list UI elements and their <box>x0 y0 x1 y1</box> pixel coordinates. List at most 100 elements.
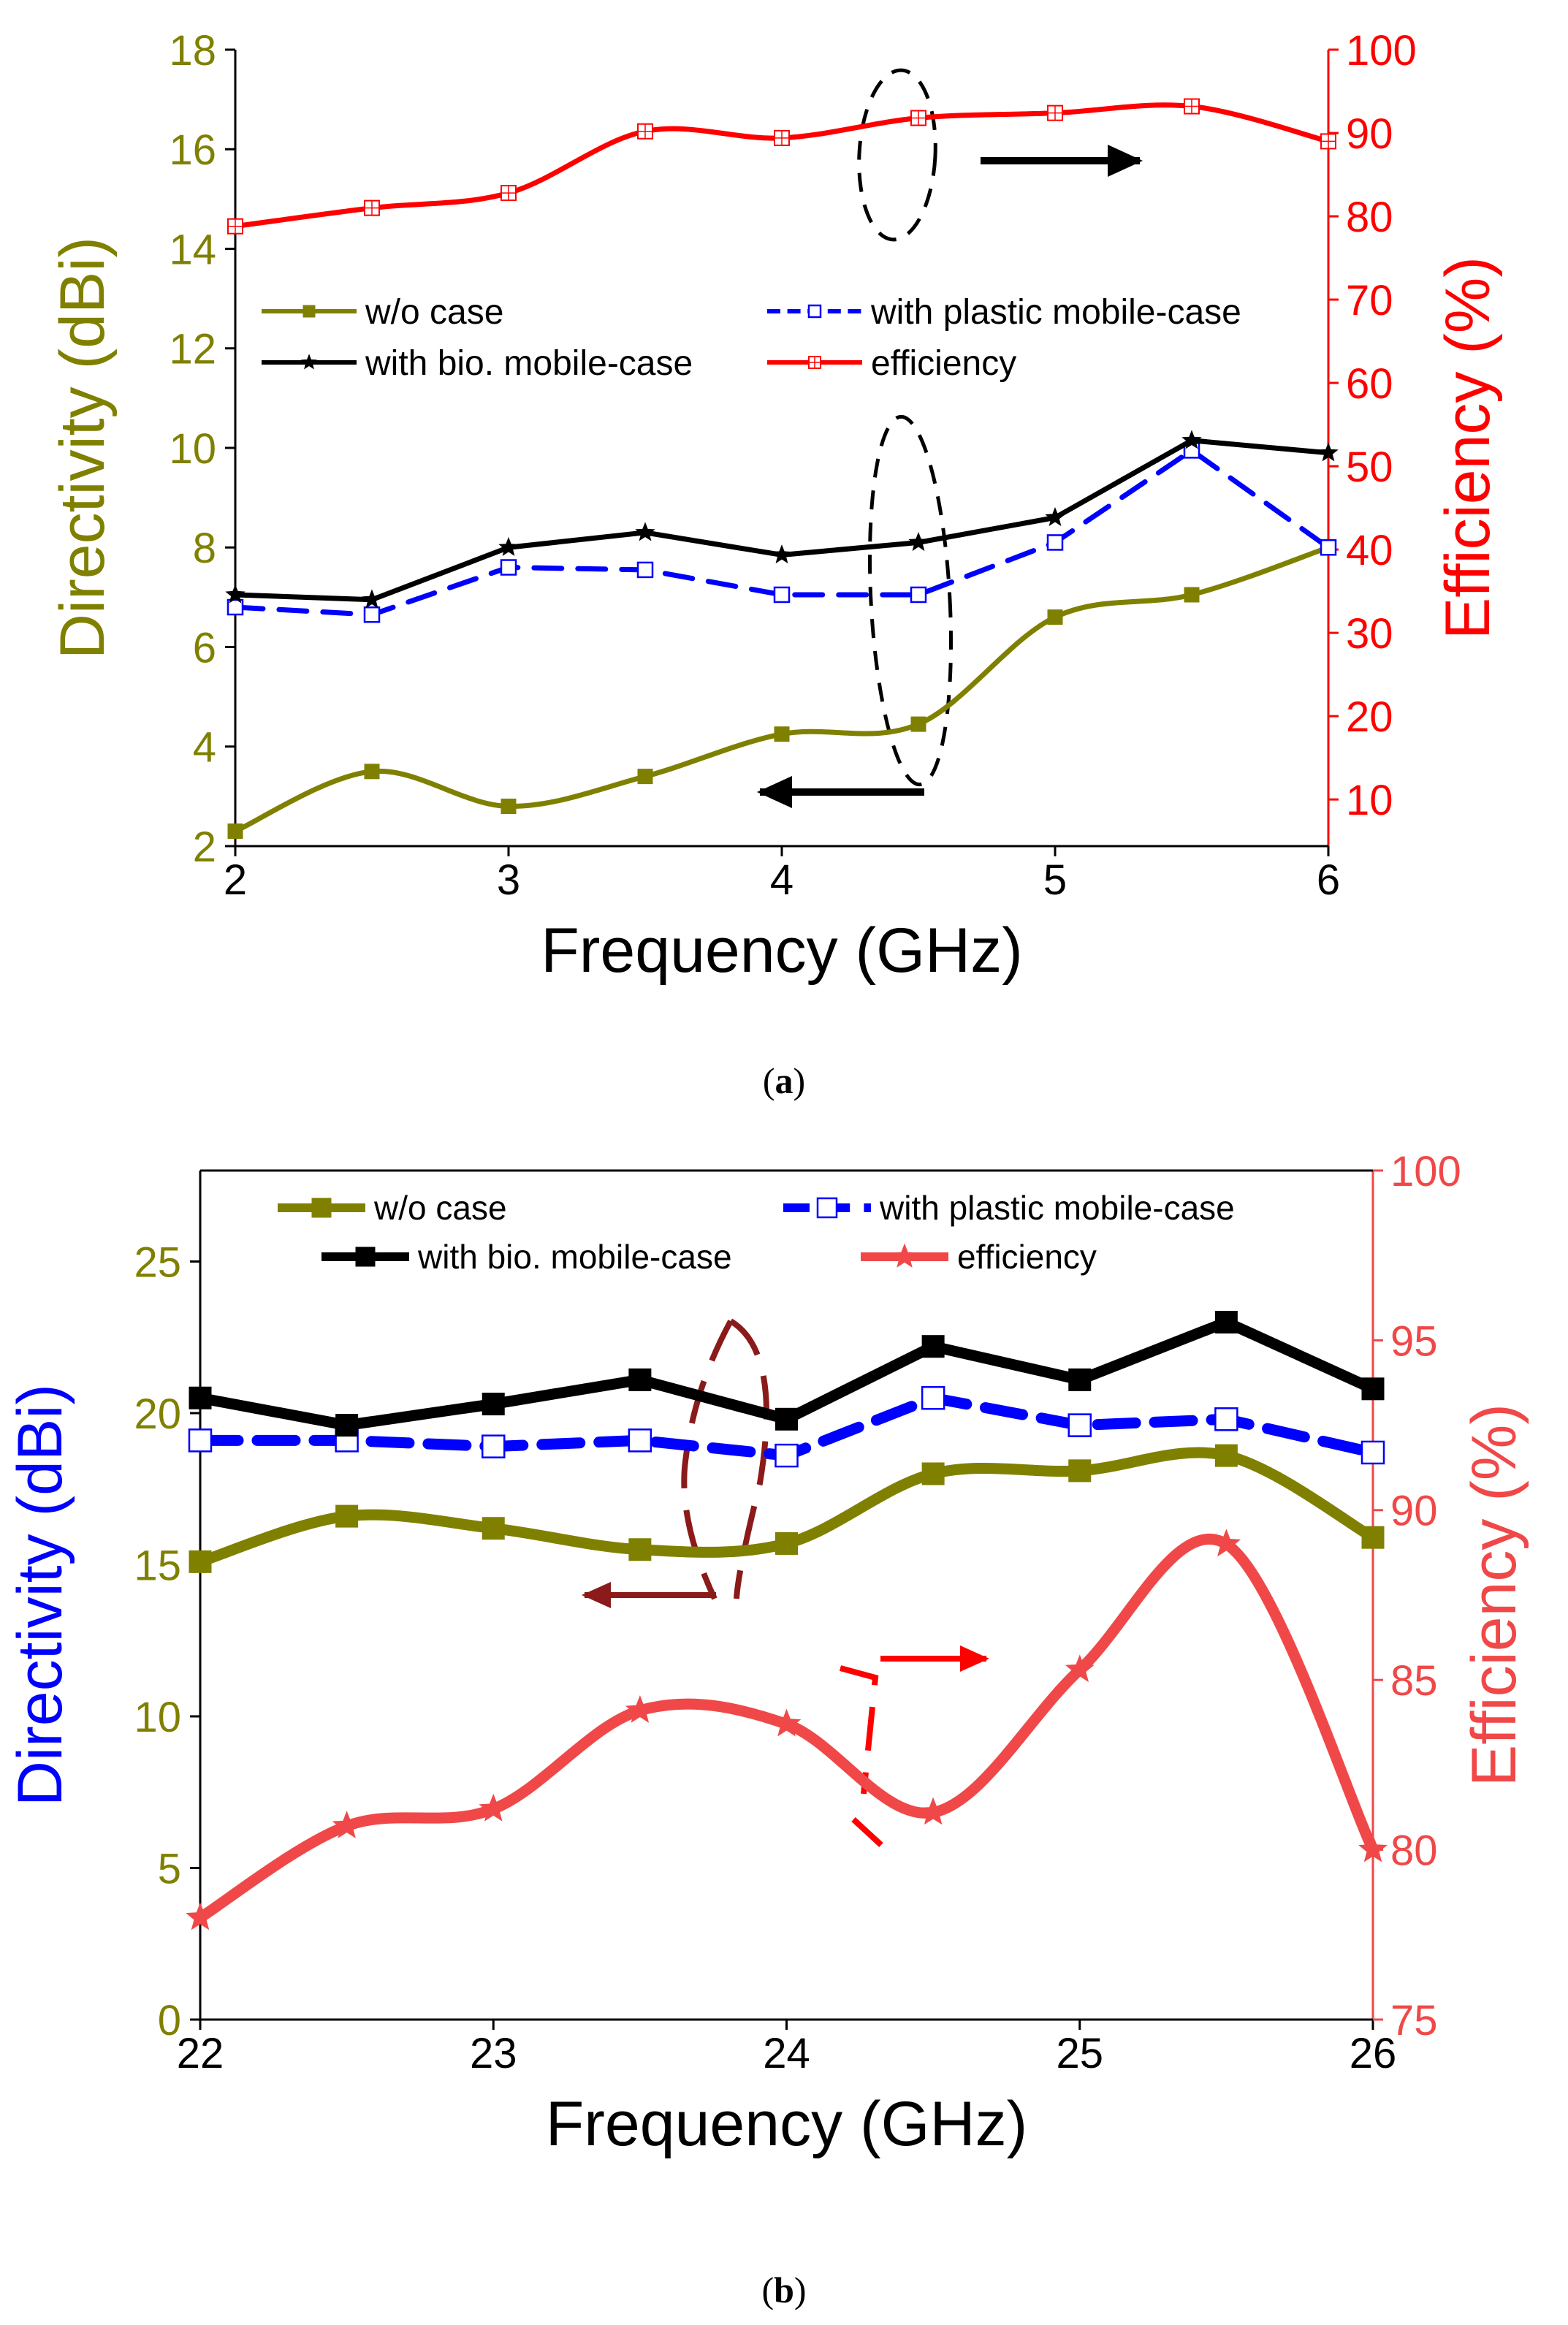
y-right-tick-label-40: 40 <box>1346 527 1393 574</box>
point-with-bio-mobile-case-26 <box>1361 1377 1385 1401</box>
point-w-o-case-24.5 <box>921 1462 945 1485</box>
y-left-tick-label-20: 20 <box>134 1390 181 1438</box>
point-w-o-case-22 <box>189 1550 212 1573</box>
legend-with-plastic-mobile-case-label: with plastic mobile-case <box>879 1189 1235 1227</box>
point-with-bio-mobile-case-2.5 <box>362 589 382 609</box>
point-with-plastic-mobile-case-23 <box>482 1434 506 1458</box>
point-efficiency-25 <box>1065 1654 1095 1683</box>
caption-a-letter: a <box>775 1060 793 1101</box>
point-with-bio-mobile-case-23 <box>482 1393 505 1416</box>
point-efficiency-5.5 <box>1184 98 1200 115</box>
y-right-tick-label-80: 80 <box>1390 1827 1438 1874</box>
chart-panel-a: 2 3 4 5 6 2 4 6 8 10 12 14 16 18 10 20 30 40 50 60 70 80 90 100… <box>47 27 1503 986</box>
point-with-plastic-mobile-case-25 <box>1067 1413 1092 1437</box>
point-w-o-case-5.5 <box>1184 587 1200 603</box>
point-with-plastic-mobile-case-4 <box>773 586 791 604</box>
y-right-tick-label-85: 85 <box>1390 1657 1438 1705</box>
point-w-o-case-24 <box>775 1531 798 1555</box>
point-efficiency-26 <box>1358 1834 1388 1862</box>
point-w-o-case-25 <box>1068 1459 1092 1483</box>
legend-with-bio-mobile-case-marker <box>355 1247 376 1267</box>
point-with-bio-mobile-case-2 <box>225 584 246 604</box>
series-efficiency <box>186 1529 1388 1930</box>
y-left-tick-label-2: 2 <box>193 823 216 871</box>
point-efficiency-3 <box>501 185 517 202</box>
point-with-bio-mobile-case-25 <box>1068 1368 1092 1391</box>
point-with-plastic-mobile-case-2.5 <box>363 606 381 623</box>
y-right-tick-label-75: 75 <box>1390 1997 1438 2044</box>
legend-w-o-case-marker <box>311 1198 332 1218</box>
y-left-tick-label-6: 6 <box>193 624 216 671</box>
dashed-ellipse-efficiency <box>857 68 937 242</box>
point-with-bio-mobile-case-5 <box>1045 507 1065 527</box>
y-right-tick-label-50: 50 <box>1346 444 1393 491</box>
caption-b: (b) <box>761 2269 807 2310</box>
arrow-left-directivity <box>757 776 924 808</box>
legend-with-plastic-mobile-case-marker <box>816 1197 838 1219</box>
legend-w-o-case-label: w/o case <box>365 293 503 332</box>
legend-efficiency-marker <box>808 356 821 369</box>
y-left-axis-title: Directivity (dBi) <box>5 1384 75 1806</box>
y-right-tick-label-20: 20 <box>1346 693 1393 741</box>
legend-with-bio-mobile-case-marker <box>300 354 318 370</box>
point-with-plastic-mobile-case-26 <box>1360 1440 1385 1465</box>
y-left-tick-label-10: 10 <box>134 1694 181 1741</box>
series-line-with-plastic-mobile-case <box>232 447 1331 617</box>
legend-with-plastic-mobile-case-label: with plastic mobile-case <box>870 293 1241 332</box>
y-right-tick-label-90: 90 <box>1390 1488 1438 1535</box>
legend-efficiency-label: efficiency <box>871 344 1016 383</box>
y-right-tick-label-80: 80 <box>1346 194 1393 241</box>
point-with-plastic-mobile-case-25.5 <box>1214 1407 1238 1431</box>
point-efficiency-4.5 <box>910 110 926 126</box>
series-line-efficiency <box>232 102 1331 229</box>
point-with-plastic-mobile-case-24.5 <box>921 1386 945 1410</box>
point-with-plastic-mobile-case-24 <box>775 1443 799 1468</box>
dashed-ellipse-efficiency <box>839 1665 883 1847</box>
series-with-plastic-mobile-case <box>227 442 1337 623</box>
legend: w/o case with plastic mobile-case with bio… <box>262 293 1241 383</box>
series-with-bio-mobile-case <box>225 430 1339 609</box>
point-with-bio-mobile-case-4.5 <box>908 532 929 552</box>
y-right-axis-title: Efficiency (%) <box>1433 256 1503 639</box>
y-right-tick-label-90: 90 <box>1346 110 1393 158</box>
point-efficiency-24 <box>772 1708 802 1737</box>
point-w-o-case-23.5 <box>628 1538 652 1561</box>
point-efficiency-3.5 <box>637 123 653 140</box>
point-w-o-case-2.5 <box>364 764 380 780</box>
y-left-tick-label-12: 12 <box>169 326 216 373</box>
point-with-bio-mobile-case-5.5 <box>1181 430 1202 449</box>
x-tick-label-5: 5 <box>1043 856 1067 904</box>
point-w-o-case-3.5 <box>637 769 653 785</box>
point-with-bio-mobile-case-4 <box>772 544 792 564</box>
series-w-o-case <box>189 1444 1385 1573</box>
x-tick-label-4: 4 <box>770 856 793 904</box>
x-axis-title: Frequency (GHz) <box>541 916 1023 986</box>
series-line-with-bio-mobile-case <box>232 438 1331 603</box>
x-tick-label-25: 25 <box>1056 2030 1103 2077</box>
caption-a: (a) <box>762 1060 806 1101</box>
point-with-bio-mobile-case-6 <box>1318 442 1339 462</box>
point-w-o-case-23 <box>482 1517 505 1540</box>
legend-efficiency-marker <box>891 1243 918 1268</box>
point-efficiency-4 <box>774 129 790 146</box>
point-with-bio-mobile-case-25.5 <box>1214 1311 1238 1333</box>
point-efficiency-22.5 <box>332 1811 362 1838</box>
series-w-o-case <box>227 539 1336 840</box>
y-right-axis-title: Efficiency (%) <box>1459 1404 1529 1786</box>
point-efficiency-23.5 <box>625 1695 655 1723</box>
point-with-bio-mobile-case-3 <box>498 536 519 556</box>
point-with-plastic-mobile-case-2 <box>227 598 244 616</box>
y-right-tick-label-95: 95 <box>1390 1317 1438 1365</box>
point-with-plastic-mobile-case-5 <box>1046 534 1064 551</box>
point-w-o-case-26 <box>1361 1526 1385 1549</box>
x-tick-label-6: 6 <box>1317 856 1340 904</box>
point-w-o-case-3 <box>501 799 517 814</box>
point-w-o-case-5 <box>1047 609 1063 625</box>
caption-b-letter: b <box>774 2269 794 2310</box>
point-efficiency-2 <box>227 218 243 235</box>
y-right-tick-label-10: 10 <box>1346 777 1393 824</box>
chart-panel-b: 22 23 24 25 26 0 5 10 15 20 25 75 80 85 90 95 100 Frequen… <box>5 1148 1529 2159</box>
point-with-bio-mobile-case-3.5 <box>635 522 655 541</box>
point-with-plastic-mobile-case-6 <box>1320 539 1337 556</box>
